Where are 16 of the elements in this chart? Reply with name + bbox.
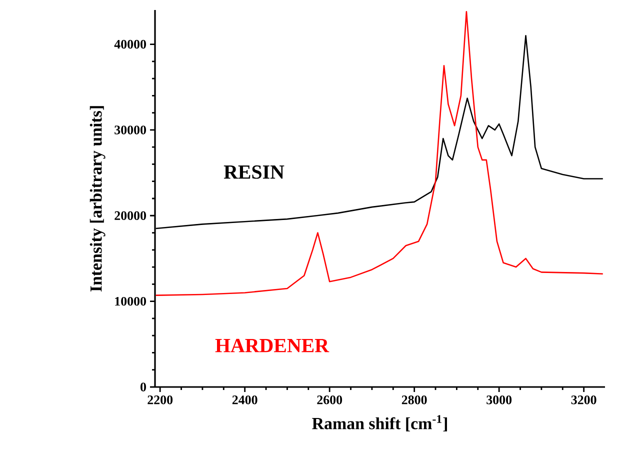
y-tick-label: 20000 [114, 211, 146, 220]
y-axis-title: Intensity [arbitrary units] [90, 106, 106, 292]
x-tick-label: 3000 [486, 396, 512, 404]
y-tick-label: 40000 [114, 40, 146, 49]
text: HARDENER [215, 338, 330, 352]
x-tick-label: 2800 [402, 396, 427, 404]
x-tick-label: 2600 [317, 396, 342, 404]
x-tick-label: 2400 [232, 396, 258, 404]
y-tick-label: 10000 [115, 296, 146, 306]
text: RESIN [224, 165, 284, 179]
x-axis-title: Raman shift [cm$^{-1}$] [312, 415, 447, 432]
y-tick-label: 0 [140, 382, 146, 392]
line-series [155, 11, 604, 296]
x-tick-label: 3200 [571, 396, 596, 404]
y-tick-label: 30000 [114, 126, 146, 134]
x-tick-label: 2200 [148, 396, 173, 404]
